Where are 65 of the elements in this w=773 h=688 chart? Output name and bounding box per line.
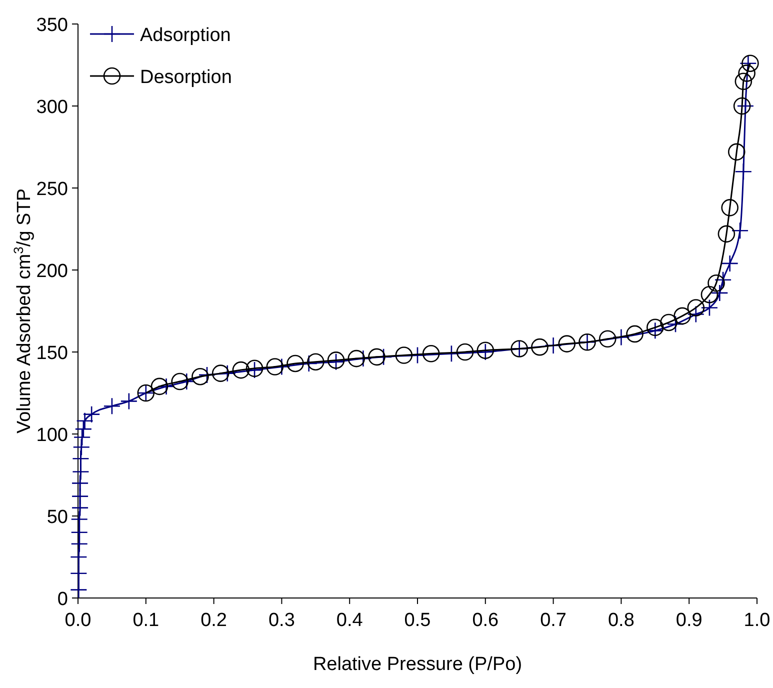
point bbox=[558, 335, 576, 352]
y-tick-label: 100 bbox=[36, 425, 68, 446]
point bbox=[266, 358, 284, 376]
point bbox=[714, 271, 732, 288]
point bbox=[212, 364, 230, 382]
y-tick-label: 50 bbox=[46, 507, 68, 528]
x-tick-label: 0.4 bbox=[336, 610, 364, 631]
point bbox=[731, 222, 749, 240]
point bbox=[598, 330, 616, 348]
point bbox=[74, 420, 92, 438]
point bbox=[76, 412, 94, 430]
point bbox=[307, 353, 324, 370]
point bbox=[646, 322, 664, 340]
x-tick-label: 0.7 bbox=[540, 610, 567, 631]
point bbox=[192, 368, 209, 386]
point bbox=[711, 284, 728, 302]
point bbox=[103, 397, 121, 415]
legend-label: Adsorption bbox=[140, 25, 231, 46]
point bbox=[718, 225, 736, 243]
point bbox=[738, 64, 756, 82]
y-tick-label: 300 bbox=[36, 97, 68, 118]
point bbox=[72, 438, 90, 456]
point bbox=[734, 72, 752, 90]
y-tick-label: 250 bbox=[36, 179, 68, 200]
point bbox=[286, 354, 304, 372]
point bbox=[700, 299, 718, 316]
point bbox=[721, 199, 738, 216]
x-tick-label: 0.2 bbox=[200, 610, 228, 631]
point bbox=[120, 392, 138, 410]
point bbox=[395, 346, 413, 364]
point bbox=[660, 314, 678, 332]
y-tick-label: 0 bbox=[57, 589, 68, 610]
x-tick-label: 1.0 bbox=[744, 610, 770, 631]
point bbox=[82, 406, 100, 423]
x-tick-label: 0.5 bbox=[404, 610, 431, 631]
point bbox=[626, 325, 644, 343]
point bbox=[700, 286, 718, 304]
point bbox=[674, 307, 691, 325]
y-tick-label: 150 bbox=[36, 343, 68, 364]
x-tick-label: 0.9 bbox=[676, 610, 702, 631]
point bbox=[422, 344, 440, 362]
x-axis-title: Relative Pressure (P/Po) bbox=[312, 654, 522, 675]
point bbox=[150, 378, 168, 396]
point bbox=[708, 274, 725, 292]
point bbox=[456, 343, 474, 361]
point bbox=[728, 143, 746, 161]
point bbox=[171, 372, 188, 390]
x-tick-label: 0.8 bbox=[608, 610, 634, 631]
point bbox=[721, 254, 738, 272]
point bbox=[733, 97, 751, 115]
point bbox=[687, 299, 705, 316]
point bbox=[687, 306, 705, 323]
point bbox=[646, 318, 664, 336]
point bbox=[531, 338, 548, 356]
y-tick-label: 200 bbox=[36, 261, 68, 282]
x-tick-label: 0.1 bbox=[132, 610, 160, 631]
x-tick-label: 0.0 bbox=[64, 610, 92, 631]
point bbox=[232, 361, 250, 379]
x-tick-label: 0.3 bbox=[268, 610, 295, 631]
point bbox=[666, 315, 684, 333]
x-tick-label: 0.6 bbox=[472, 610, 499, 631]
point bbox=[348, 350, 366, 368]
y-tick-label: 350 bbox=[36, 15, 68, 36]
point bbox=[368, 348, 386, 366]
legend-label: Desorption bbox=[140, 67, 232, 88]
